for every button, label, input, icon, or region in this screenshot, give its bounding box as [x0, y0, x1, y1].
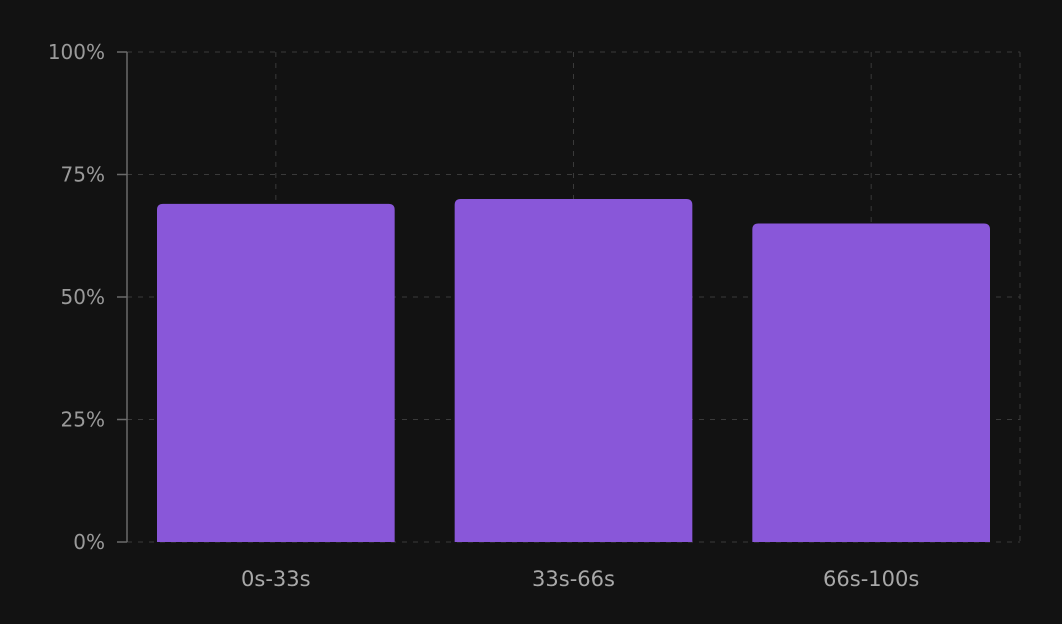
x-tick-label: 33s-66s [532, 567, 615, 591]
x-tick-label: 66s-100s [823, 567, 919, 591]
y-tick-label: 75% [61, 163, 105, 187]
y-tick-label: 100% [48, 40, 105, 64]
bar-0s-33s [157, 203, 395, 542]
axis-layer [117, 51, 128, 543]
label-layer: 0% 25% 50% 75% 100% 0s-33s 33s-66s 66s-100s [48, 40, 919, 591]
y-tick-label: 25% [61, 408, 105, 432]
bar-66s-100s [752, 223, 990, 542]
x-tick-label: 0s-33s [241, 567, 311, 591]
bar-33s-66s [454, 199, 693, 542]
y-tick-label: 50% [61, 285, 105, 309]
y-tick-label: 0% [73, 530, 105, 554]
bar-layer [157, 199, 990, 542]
